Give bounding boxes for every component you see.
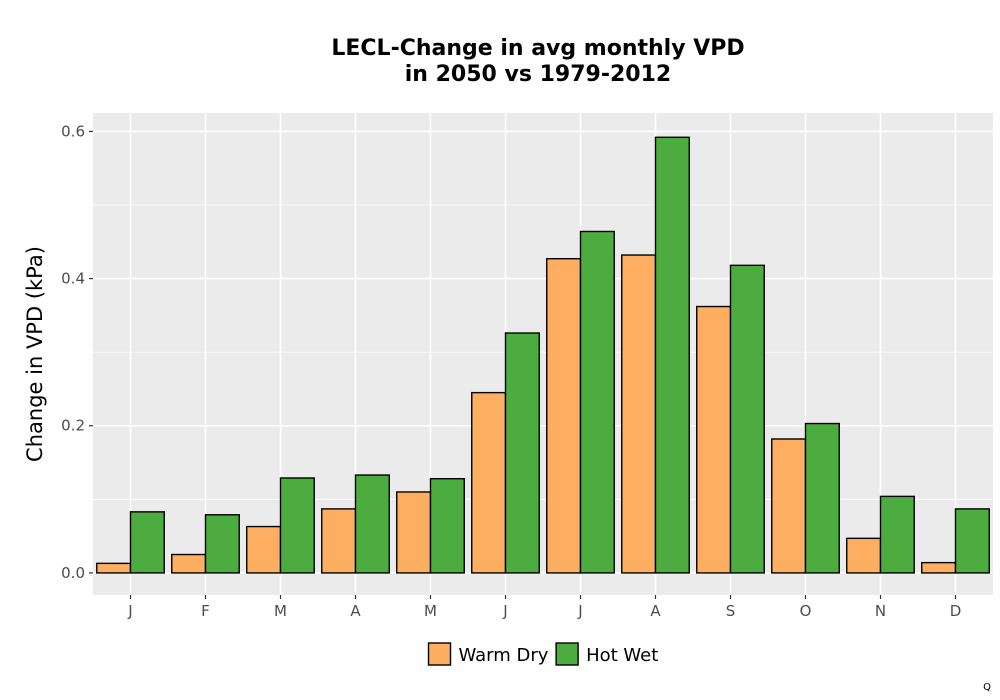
bar-warm-dry	[921, 561, 957, 574]
y-tick-label: 0.4	[61, 270, 85, 288]
y-axis-title: Change in VPD (kPa)	[23, 246, 47, 462]
legend-label-hot-wet: Hot Wet	[586, 645, 658, 666]
bar-warm-dry	[471, 391, 507, 574]
bar-warm-dry	[621, 254, 657, 574]
legend-key-hot-wet	[555, 642, 579, 666]
x-tick-label: J	[127, 602, 132, 620]
bar-hot-wet	[354, 474, 390, 574]
x-tick-label: O	[800, 602, 812, 620]
bar-warm-dry	[546, 258, 582, 574]
x-tick-label: F	[201, 602, 210, 620]
legend: Warm Dry Hot Wet	[427, 642, 658, 666]
bar-hot-wet	[579, 230, 615, 574]
plot-panel	[93, 113, 993, 595]
bar-warm-dry	[321, 508, 357, 574]
bar-hot-wet	[804, 422, 840, 574]
bar-hot-wet	[729, 264, 765, 574]
x-tick-label: J	[502, 602, 507, 620]
x-tick-label: N	[875, 602, 886, 620]
x-tick-label: S	[726, 602, 736, 620]
bar-warm-dry	[396, 491, 432, 574]
legend-label-warm-dry: Warm Dry	[459, 645, 549, 666]
x-tick-label: M	[424, 602, 437, 620]
x-tick-label: D	[950, 602, 962, 620]
bar-hot-wet	[954, 508, 990, 574]
y-tick-label: 0.2	[61, 417, 85, 435]
bars	[96, 136, 990, 574]
bar-hot-wet	[279, 477, 315, 574]
chart-title-line-2: in 2050 vs 1979-2012	[405, 62, 671, 87]
legend-key-warm-dry	[427, 642, 452, 666]
bar-warm-dry	[696, 305, 732, 574]
bar-warm-dry	[96, 562, 132, 574]
y-axis: 0.0 0.2 0.4 0.6	[61, 122, 93, 582]
y-tick-label: 0.6	[61, 122, 85, 140]
bar-warm-dry	[246, 525, 282, 574]
bar-hot-wet	[129, 511, 165, 574]
x-tick-label: M	[274, 602, 287, 620]
bar-warm-dry	[171, 553, 207, 574]
bar-hot-wet	[654, 136, 690, 574]
y-tick-label: 0.0	[61, 564, 85, 582]
bar-hot-wet	[879, 495, 915, 574]
chart-title-line-1: LECL-Change in avg monthly VPD	[331, 36, 744, 61]
corner-mark: Q	[983, 682, 991, 693]
bar-hot-wet	[429, 478, 465, 574]
x-tick-label: J	[577, 602, 582, 620]
bar-warm-dry	[771, 438, 807, 574]
x-tick-label: A	[650, 602, 661, 620]
bar-hot-wet	[504, 332, 540, 574]
bar-hot-wet	[204, 514, 240, 574]
bar-warm-dry	[846, 537, 882, 574]
x-tick-label: A	[350, 602, 361, 620]
